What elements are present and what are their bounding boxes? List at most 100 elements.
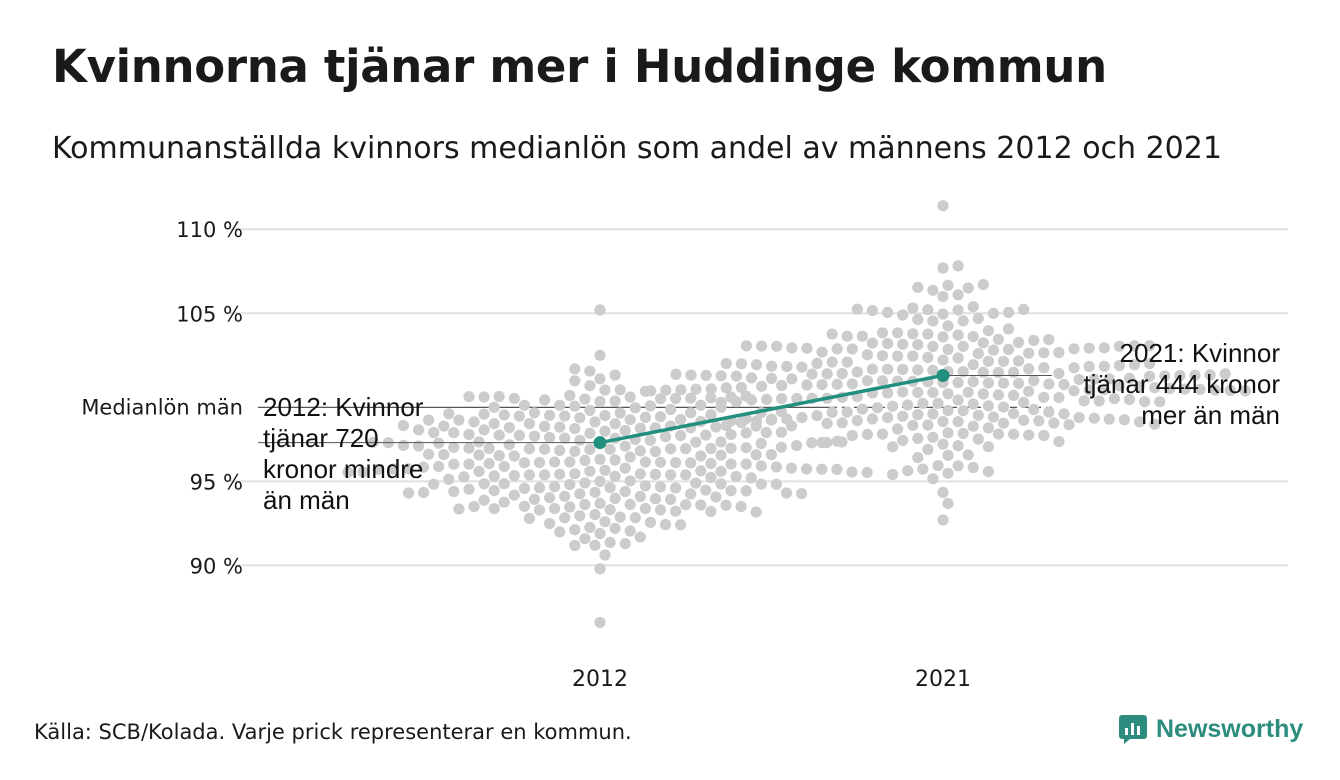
municipality-dot [745,394,758,406]
municipality-dot [599,516,611,528]
municipality-dot [680,443,692,455]
municipality-dot [387,463,399,475]
municipality-dot [685,407,697,419]
municipality-dot [1002,343,1015,356]
municipality-dot [866,413,879,425]
municipality-dot [1103,413,1115,425]
municipality-dot [569,468,581,480]
municipality-dot [705,383,717,395]
municipality-dot [806,368,818,380]
municipality-dot [619,486,631,498]
municipality-dot [488,418,500,430]
municipality-dot [982,441,995,453]
municipality-dot [402,487,415,499]
municipality-dot [992,389,1005,401]
municipality-dot [700,369,712,381]
municipality-dot [750,449,762,461]
municipality-dot [609,418,621,430]
municipality-dot [957,366,969,378]
municipality-dot [987,411,1000,423]
municipality-dot [619,440,631,452]
municipality-dot [518,482,531,494]
municipality-dot [927,408,939,420]
y-tick-label: 90 % [190,554,243,578]
municipality-dot [1108,393,1120,405]
municipality-dot [866,363,879,375]
municipality-dot [498,478,510,490]
municipality-dot [1098,342,1110,354]
municipality-dot [700,429,712,441]
municipality-dot [685,457,697,469]
municipality-dot [977,337,989,349]
municipality-dot [1008,389,1020,401]
municipality-dot [1068,385,1080,397]
municipality-dot [594,527,606,540]
municipality-dot [680,499,692,511]
municipality-dot [801,463,813,475]
municipality-dot [539,420,551,432]
municipality-dot [1008,408,1020,420]
municipality-dot [443,408,455,420]
municipality-dot [463,442,475,454]
municipality-dot [1083,384,1095,396]
municipality-dot [589,416,601,428]
municipality-dot [1149,382,1161,394]
municipality-dot [579,533,591,545]
municipality-dot [740,442,752,454]
municipality-dot [594,304,606,316]
municipality-dot [937,486,949,498]
municipality-dot [755,478,767,490]
municipality-dot [897,338,909,350]
municipality-dot [604,443,616,455]
municipality-dot [1209,384,1221,396]
municipality-dot [977,279,989,291]
municipality-dot [523,512,536,525]
municipality-dot [977,388,989,400]
municipality-dot [927,473,939,485]
municipality-dot [710,421,722,433]
municipality-dot [1028,334,1040,346]
municipality-dot [831,378,843,390]
municipality-dot [725,442,737,454]
municipality-dot [508,450,520,462]
municipality-dot [1008,428,1020,440]
municipality-dot [907,350,919,362]
municipality-dot [942,320,954,332]
municipality-dot [639,480,652,492]
municipality-dot [478,391,490,403]
municipality-dot [801,342,813,354]
municipality-dot [433,437,445,449]
municipality-dot [569,375,581,387]
reference-line-label: Medianlön män [81,395,243,419]
municipality-dot [826,406,838,418]
municipality-dot [750,415,763,427]
municipality-dot [1058,408,1070,420]
municipality-dot [861,466,873,478]
municipality-dot [811,410,823,422]
municipality-dot [357,466,369,478]
municipality-dot [564,478,576,491]
municipality-dot [927,431,939,443]
municipality-dot [760,426,772,439]
municipality-dot [882,363,894,375]
municipality-dot [740,458,752,470]
municipality-dot [897,410,909,422]
municipality-dot [861,375,874,387]
municipality-dot [876,327,889,339]
municipality-dot [937,291,949,303]
municipality-dot [821,417,833,430]
municipality-dot [654,393,667,405]
municipality-dot [967,331,979,343]
municipality-dot [564,389,576,402]
municipality-dot [942,279,954,291]
municipality-dot [675,430,687,442]
municipality-dot [1088,373,1100,385]
municipality-dot [468,500,480,513]
municipality-dot [1002,323,1015,335]
municipality-dot [791,440,803,452]
municipality-dot [1144,370,1156,382]
municipality-dot [1043,334,1055,346]
municipality-dot [1063,419,1075,431]
municipality-dot [1098,384,1110,396]
municipality-dot [518,500,531,512]
